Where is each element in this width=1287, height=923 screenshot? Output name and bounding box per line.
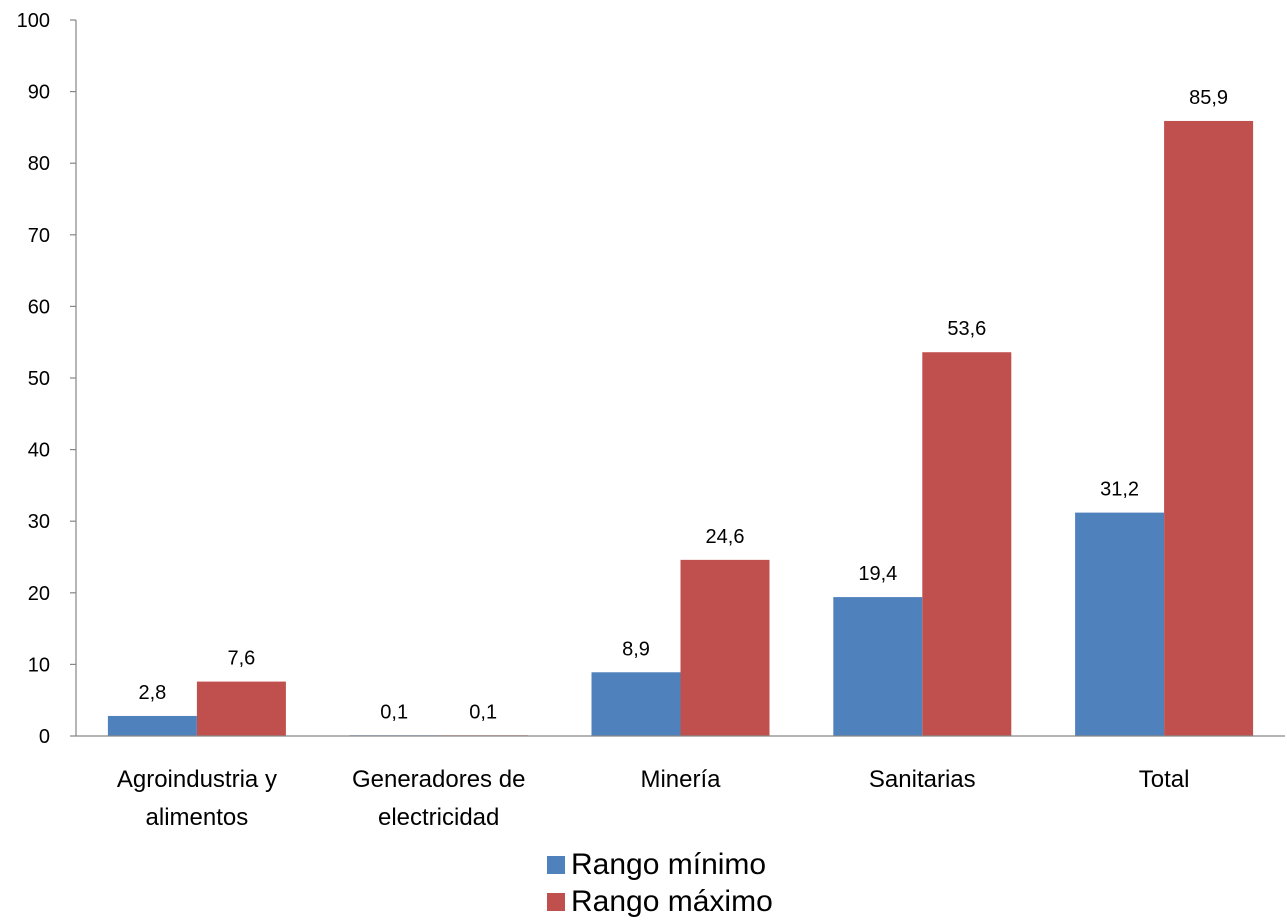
data-label-max: 7,6 [227, 648, 255, 670]
y-tick-label: 30 [28, 511, 50, 533]
data-label-min: 0,1 [380, 701, 408, 723]
data-label-max: 53,6 [947, 318, 986, 340]
data-label-max: 24,6 [706, 526, 745, 548]
x-category-label: Sanitarias [869, 766, 976, 793]
legend-label-min: Rango mínimo [571, 848, 767, 881]
x-axis: Agroindustria y alimentos Generadores de el… [76, 735, 1285, 831]
y-tick-label: 50 [28, 368, 50, 390]
bar-min [591, 672, 681, 736]
data-label-min: 19,4 [858, 563, 897, 585]
legend-swatch-max [547, 892, 565, 911]
legend-item-min: Rango mínimo [547, 846, 773, 883]
bar-min [107, 715, 197, 736]
x-category-label: alimentos [146, 804, 249, 831]
x-category-label: electricidad [378, 804, 499, 831]
bar-max [922, 352, 1012, 736]
y-tick-label: 100 [17, 10, 50, 32]
y-tick-label: 10 [28, 654, 50, 676]
data-label-min: 8,9 [622, 638, 650, 660]
y-tick-label: 80 [28, 153, 50, 175]
bar-max [1164, 120, 1254, 737]
y-tick-label: 90 [28, 82, 50, 104]
y-tick-label: 0 [39, 726, 50, 748]
bars [107, 120, 1254, 737]
y-tick-label: 70 [28, 225, 50, 247]
bar-min [833, 597, 923, 736]
y-tick-label: 60 [28, 296, 50, 318]
bar-max [196, 681, 286, 736]
x-category-label: Generadores de [352, 766, 525, 793]
bar-max [680, 559, 770, 736]
x-category-label: Total [1139, 766, 1190, 793]
bar-min [1075, 512, 1165, 736]
data-label-max: 0,1 [469, 701, 497, 723]
y-tick-label: 20 [28, 583, 50, 605]
data-labels: 2,8 7,6 0,1 0,1 8,9 24,6 19,4 53,6 31,2 85,9 [138, 87, 1228, 723]
x-category-label: Minería [640, 766, 721, 793]
legend: Rango mínimo Rango máximo [547, 846, 773, 920]
legend-label-max: Rango máximo [571, 885, 773, 918]
y-axis: 0 10 20 30 40 50 60 70 80 90 100 [17, 10, 77, 748]
x-category-label: Agroindustria y [117, 766, 277, 793]
bar-chart-svg: 0 10 20 30 40 50 60 70 80 90 100 Agroindustria y al… [17, 10, 1285, 831]
data-label-max: 85,9 [1189, 87, 1228, 109]
legend-item-max: Rango máximo [547, 883, 773, 920]
data-label-min: 2,8 [138, 682, 166, 704]
y-tick-label: 40 [28, 440, 50, 462]
legend-swatch-min [547, 855, 565, 874]
data-label-min: 31,2 [1100, 479, 1139, 501]
